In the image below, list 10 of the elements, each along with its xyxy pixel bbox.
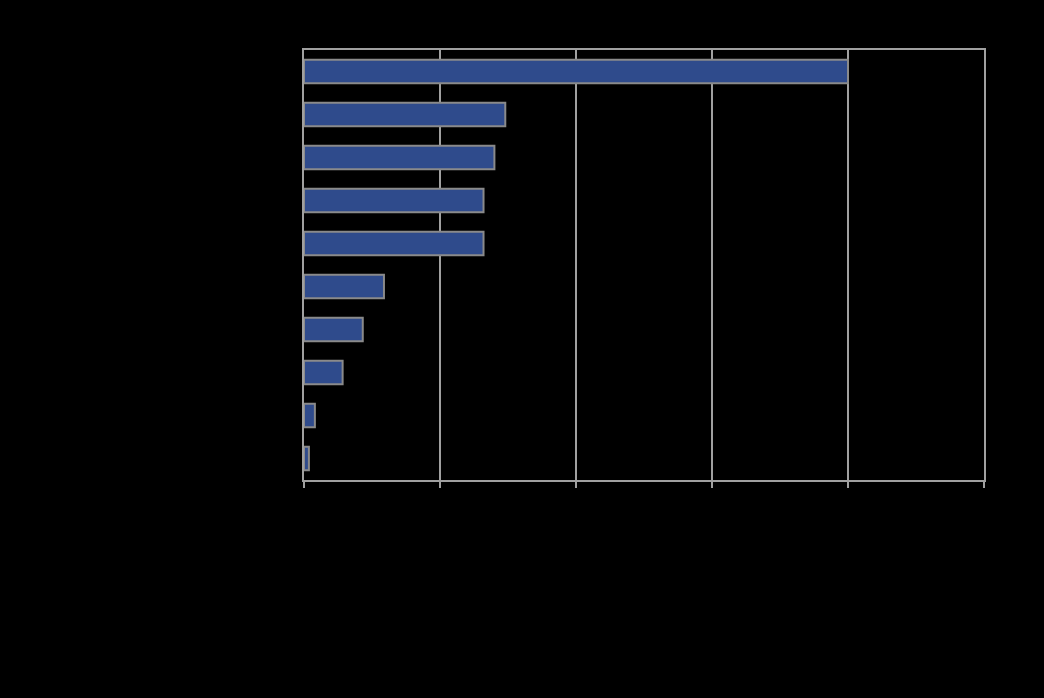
bar	[304, 58, 849, 85]
bar	[304, 144, 496, 171]
bar	[304, 101, 507, 128]
bar	[304, 359, 344, 386]
bar	[304, 273, 385, 300]
bar	[304, 402, 316, 429]
bar	[304, 187, 485, 214]
bar	[304, 230, 485, 257]
bar	[304, 445, 310, 472]
bar	[304, 316, 364, 343]
